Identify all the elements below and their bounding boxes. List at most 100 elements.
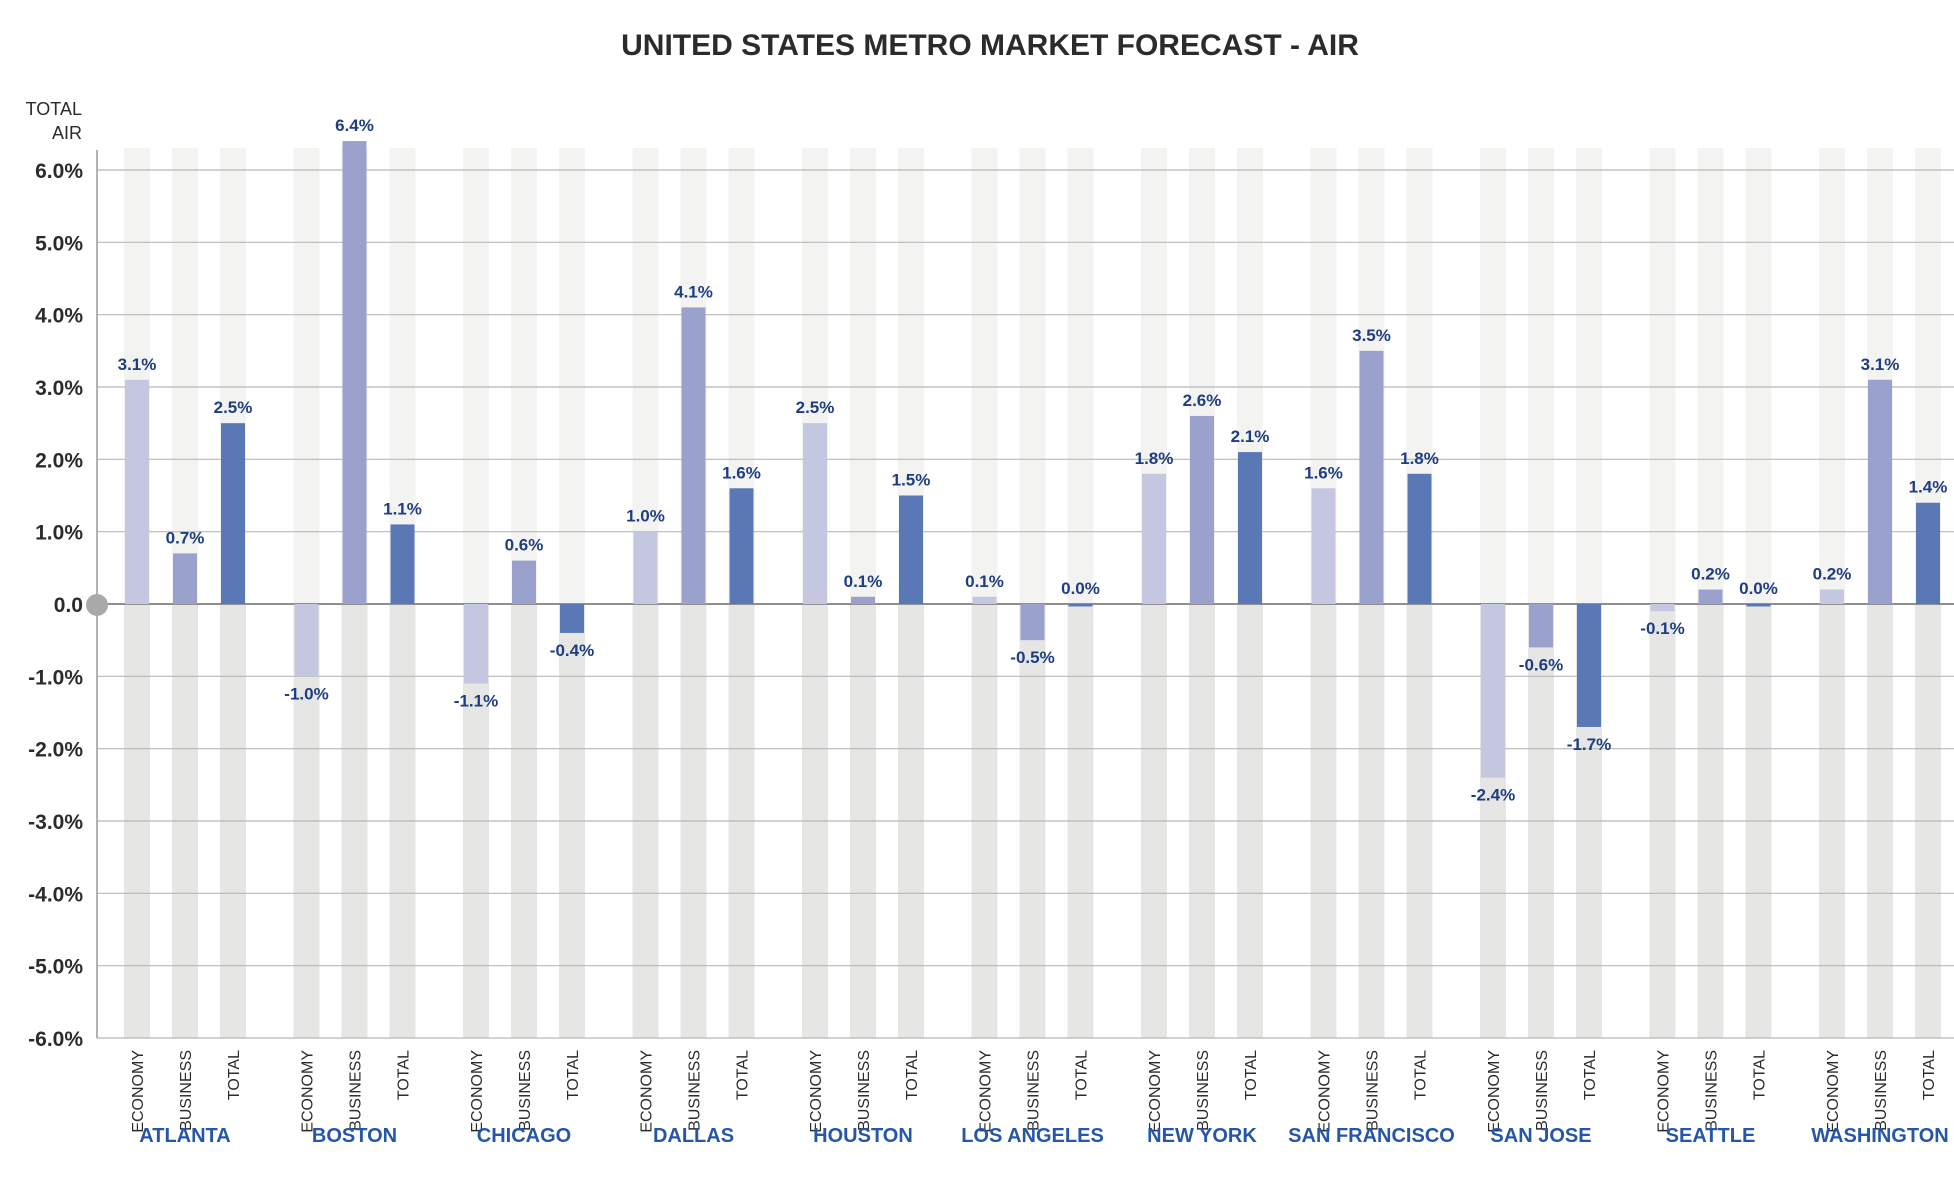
bar: [1020, 604, 1045, 641]
bar: [1650, 604, 1675, 612]
data-label: 3.1%: [1861, 355, 1900, 374]
category-label: WASHINGTON: [1811, 1125, 1948, 1147]
data-label: 0.2%: [1813, 565, 1852, 584]
y-axis-label-line1: TOTAL: [26, 99, 82, 119]
data-label: -0.5%: [1010, 648, 1054, 667]
category-label: BOSTON: [312, 1125, 397, 1147]
y-tick-label: 0.0: [54, 594, 83, 617]
column-stripe-upper: [632, 148, 659, 604]
bar: [560, 604, 584, 633]
x-tick-label: TOTAL: [565, 1050, 582, 1100]
column-stripe-upper: [1576, 148, 1602, 604]
bar: [221, 423, 245, 604]
y-ticks: 6.0% 5.0% 4.0% 3.0% 2.0% 1.0% 0.0 -1.0% -2.0% -3.…: [28, 160, 83, 1051]
bar: [1916, 502, 1940, 604]
data-label: 0.0%: [1061, 579, 1100, 598]
x-tick-label: BUSINESS: [1365, 1050, 1382, 1131]
y-tick-label: 1.0%: [35, 522, 83, 545]
data-label: 0.7%: [166, 528, 205, 547]
y-tick-label: 3.0%: [35, 377, 83, 400]
x-tick-label: BUSINESS: [1534, 1050, 1551, 1131]
x-tick-label: ECONOMY: [1317, 1050, 1334, 1133]
column-stripe-upper: [971, 148, 998, 604]
x-tick-label: TOTAL: [1752, 1050, 1769, 1100]
x-tick-label: BUSINESS: [1026, 1050, 1043, 1131]
bar: [633, 531, 658, 604]
column-stripe-upper: [1745, 148, 1772, 604]
data-label: 1.6%: [722, 463, 761, 482]
x-tick-label: TOTAL: [735, 1050, 752, 1100]
y-tick-label: -3.0%: [28, 811, 83, 834]
y-tick-label: -5.0%: [28, 956, 83, 979]
x-tick-label: TOTAL: [1243, 1050, 1260, 1100]
x-tick-label: ECONOMY: [808, 1050, 825, 1133]
data-label: 1.8%: [1400, 449, 1439, 468]
column-stripe-upper: [1019, 148, 1046, 604]
data-label: -0.1%: [1640, 619, 1684, 638]
bar: [1868, 379, 1892, 604]
x-tick-label: ECONOMY: [1656, 1050, 1673, 1133]
x-tick-label: ECONOMY: [469, 1050, 486, 1133]
x-tick-label: BUSINESS: [687, 1050, 704, 1131]
data-label: 1.8%: [1135, 449, 1174, 468]
y-tick-label: -4.0%: [28, 883, 83, 906]
data-label: 1.4%: [1909, 478, 1948, 497]
x-tick-label: TOTAL: [396, 1050, 413, 1100]
bar: [1311, 488, 1336, 604]
bar: [1407, 473, 1432, 604]
data-label: 3.5%: [1352, 326, 1391, 345]
data-label: 0.0%: [1739, 579, 1778, 598]
data-label: -1.0%: [284, 684, 328, 703]
data-label: 2.5%: [214, 398, 253, 417]
y-tick-label: 4.0%: [35, 305, 83, 328]
x-tick-label: BUSINESS: [348, 1050, 365, 1131]
x-tick-label: TOTAL: [904, 1050, 921, 1100]
data-label: 3.1%: [118, 355, 157, 374]
column-stripe-upper: [1649, 148, 1676, 604]
bar: [125, 379, 149, 604]
x-tick-label: BUSINESS: [856, 1050, 873, 1131]
bar: [1746, 604, 1771, 607]
data-label: 0.1%: [965, 572, 1004, 591]
bars: [125, 141, 1940, 778]
data-label: -0.6%: [1519, 655, 1563, 674]
data-label: -2.4%: [1471, 786, 1515, 805]
column-stripe-upper: [1480, 148, 1506, 604]
category-label: CHICAGO: [477, 1125, 571, 1147]
data-label: 6.4%: [335, 116, 374, 135]
bar: [1820, 589, 1844, 604]
y-tick-label: -1.0%: [28, 666, 83, 689]
bar: [512, 560, 536, 604]
data-label: 2.5%: [796, 398, 835, 417]
data-label: 2.1%: [1231, 427, 1270, 446]
bar: [681, 307, 706, 604]
bar: [1481, 604, 1505, 778]
bar: [390, 524, 415, 604]
bar: [1238, 452, 1262, 604]
x-tick-label: ECONOMY: [130, 1050, 147, 1133]
y-tick-label: -6.0%: [28, 1028, 83, 1051]
x-tick-label: ECONOMY: [1486, 1050, 1503, 1133]
bar: [294, 604, 319, 677]
bar: [173, 553, 197, 604]
column-stripe-upper: [172, 148, 198, 604]
data-label: 1.5%: [892, 471, 931, 490]
x-tick-label: BUSINESS: [517, 1050, 534, 1131]
bar: [851, 596, 875, 604]
x-tick-label: ECONOMY: [1825, 1050, 1842, 1133]
column-stripe-upper: [559, 148, 585, 604]
data-label: 0.6%: [505, 536, 544, 555]
bar: [803, 423, 827, 604]
x-tick-label: BUSINESS: [1195, 1050, 1212, 1131]
column-stripe-upper: [293, 148, 320, 604]
x-tick-label: ECONOMY: [978, 1050, 995, 1133]
category-label: SAN FRANCISCO: [1288, 1125, 1455, 1147]
bar: [1068, 604, 1093, 607]
column-stripe-upper: [1528, 148, 1554, 604]
chart-title: UNITED STATES METRO MARKET FORECAST - AI…: [621, 29, 1359, 62]
data-label: 1.1%: [383, 499, 422, 518]
data-label: -0.4%: [550, 641, 594, 660]
y-axis-label-line2: AIR: [52, 123, 82, 143]
x-tick-label: ECONOMY: [1147, 1050, 1164, 1133]
category-label: SAN JOSE: [1490, 1125, 1591, 1147]
